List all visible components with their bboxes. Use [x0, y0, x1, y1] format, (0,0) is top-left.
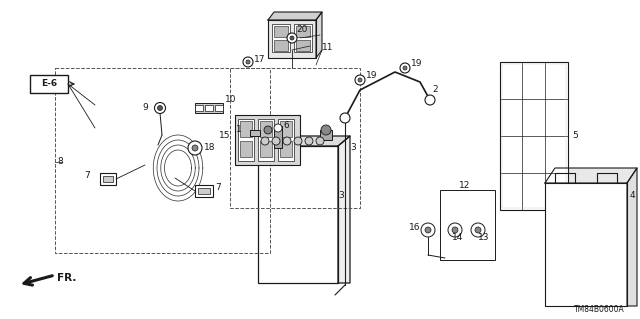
Text: 14: 14 [452, 234, 463, 242]
Text: 17: 17 [254, 56, 266, 64]
Bar [278, 119, 294, 161]
Bar [274, 26, 288, 37]
Bar [205, 105, 213, 111]
Bar [545, 183, 627, 306]
Ellipse shape [261, 137, 269, 145]
Ellipse shape [305, 137, 313, 145]
Text: 16: 16 [408, 222, 420, 232]
Ellipse shape [340, 113, 350, 123]
Text: 20: 20 [296, 26, 307, 34]
Ellipse shape [400, 63, 410, 73]
Bar [272, 24, 290, 52]
Ellipse shape [287, 33, 297, 43]
Bar [238, 119, 254, 161]
Text: TM84B0600A: TM84B0600A [574, 306, 625, 315]
Ellipse shape [294, 137, 302, 145]
Text: 10: 10 [225, 95, 237, 105]
Ellipse shape [358, 78, 362, 82]
Bar [263, 130, 273, 138]
Text: 5: 5 [572, 130, 578, 139]
Polygon shape [268, 12, 322, 20]
Text: 3: 3 [350, 144, 356, 152]
Ellipse shape [192, 145, 198, 151]
Bar [500, 62, 568, 210]
Ellipse shape [290, 36, 294, 40]
Text: 6: 6 [283, 121, 289, 130]
Bar [280, 141, 292, 157]
Text: 7: 7 [215, 182, 221, 191]
Text: 9: 9 [142, 103, 148, 113]
Ellipse shape [421, 223, 435, 237]
Text: 18: 18 [204, 144, 216, 152]
Text: 3: 3 [338, 190, 344, 199]
Bar [260, 141, 272, 157]
Bar [240, 141, 252, 157]
Ellipse shape [321, 125, 331, 135]
Polygon shape [545, 168, 637, 183]
Bar [100, 173, 116, 185]
Bar [296, 26, 310, 37]
Bar [294, 24, 312, 52]
Ellipse shape [157, 106, 163, 110]
Ellipse shape [425, 227, 431, 233]
Text: 15: 15 [218, 130, 230, 139]
Bar [258, 119, 274, 161]
Ellipse shape [274, 124, 282, 132]
Polygon shape [627, 168, 637, 306]
Ellipse shape [471, 223, 485, 237]
Text: 8: 8 [57, 158, 63, 167]
Bar [502, 64, 566, 208]
Ellipse shape [264, 126, 272, 134]
Bar [274, 40, 288, 51]
Text: 11: 11 [322, 43, 333, 53]
Polygon shape [258, 136, 350, 146]
Text: 2: 2 [432, 85, 438, 94]
Bar [258, 146, 338, 283]
Bar [280, 121, 292, 137]
Ellipse shape [154, 102, 166, 114]
Bar [320, 130, 332, 140]
Text: 12: 12 [460, 181, 470, 189]
Bar [215, 105, 223, 111]
Bar [440, 190, 495, 260]
Ellipse shape [475, 227, 481, 233]
Ellipse shape [355, 75, 365, 85]
Bar [195, 185, 213, 197]
Bar [195, 103, 223, 113]
Ellipse shape [316, 137, 324, 145]
Text: 1: 1 [236, 125, 242, 135]
Ellipse shape [272, 137, 280, 145]
Text: 7: 7 [84, 172, 90, 181]
Bar [260, 121, 272, 137]
Bar [55, 68, 270, 253]
Bar [296, 40, 310, 51]
Text: E-6: E-6 [41, 79, 57, 88]
Ellipse shape [188, 141, 202, 155]
Ellipse shape [448, 223, 462, 237]
Ellipse shape [425, 95, 435, 105]
Bar [250, 130, 260, 136]
Polygon shape [316, 12, 322, 58]
Text: 19: 19 [366, 71, 378, 80]
Bar [268, 20, 316, 58]
Ellipse shape [243, 57, 253, 67]
Ellipse shape [403, 66, 407, 70]
Ellipse shape [452, 227, 458, 233]
Polygon shape [338, 136, 350, 283]
Text: 13: 13 [478, 234, 490, 242]
Bar [240, 121, 252, 137]
Ellipse shape [283, 137, 291, 145]
Bar [103, 176, 113, 182]
Bar [30, 75, 68, 93]
Bar [195, 105, 203, 111]
Text: 19: 19 [411, 60, 422, 69]
Bar [198, 188, 210, 194]
Bar [230, 68, 360, 208]
Text: 4: 4 [630, 190, 636, 199]
Bar [274, 126, 282, 148]
Ellipse shape [246, 60, 250, 64]
Text: FR.: FR. [57, 273, 76, 283]
Bar [235, 115, 300, 165]
